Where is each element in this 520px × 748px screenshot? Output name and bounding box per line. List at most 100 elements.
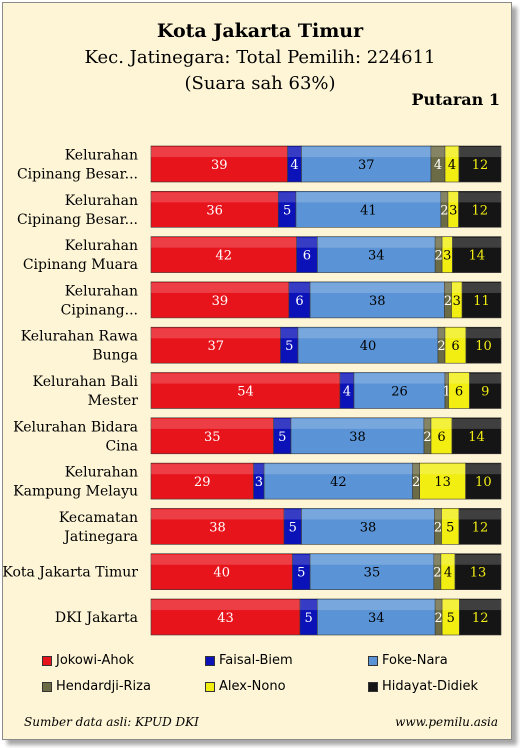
bar-highlight: [151, 147, 288, 158]
round-label: Putaran 1: [411, 90, 500, 109]
bar-segment: [150, 598, 301, 636]
category-label: Kelurahan Rawa: [21, 329, 138, 345]
data-label: 26: [391, 385, 408, 400]
bar-highlight: [459, 147, 501, 158]
data-label: 12: [472, 158, 489, 173]
data-label: 3: [449, 203, 457, 218]
category-label: Kelurahan: [65, 148, 138, 164]
data-label: 6: [455, 385, 463, 400]
data-label: 13: [470, 566, 487, 581]
bar-highlight: [151, 509, 284, 520]
data-label: 14: [468, 249, 485, 264]
bar-highlight: [462, 282, 501, 293]
data-label: 42: [330, 475, 347, 490]
data-label: 4: [444, 566, 452, 581]
bar-highlight: [431, 147, 445, 158]
data-label: 5: [297, 566, 305, 581]
category-label: Kelurahan: [65, 283, 138, 299]
data-label: 39: [211, 158, 228, 173]
bar-highlight: [419, 464, 466, 475]
bar-highlight: [433, 554, 441, 565]
data-label: 12: [472, 203, 489, 218]
bar-highlight: [440, 554, 456, 565]
data-label: 34: [368, 249, 385, 264]
bar-highlight: [340, 373, 354, 384]
data-label: 13: [434, 475, 451, 490]
legend-swatch: [368, 655, 378, 666]
data-label: 9: [481, 385, 489, 400]
category-label: Cina: [105, 438, 138, 454]
data-label: 5: [447, 611, 455, 626]
category-label: Kelurahan: [65, 193, 138, 209]
data-label: 5: [289, 520, 297, 535]
data-label: 41: [360, 203, 377, 218]
bar-highlight: [458, 192, 501, 203]
bar-segment: [461, 281, 502, 319]
bar-highlight: [442, 600, 460, 611]
bar-highlight: [441, 509, 459, 520]
data-label: 4: [343, 385, 351, 400]
bar-highlight: [445, 373, 449, 384]
bar-segment: [458, 191, 502, 228]
data-label: 6: [303, 249, 311, 264]
bar-segment: [150, 372, 341, 409]
bar-highlight: [431, 418, 452, 429]
data-label: 12: [472, 611, 489, 626]
bar-segment: [295, 191, 442, 228]
data-label: 2: [434, 520, 442, 535]
data-label: 38: [209, 520, 226, 535]
data-label: 6: [295, 294, 303, 309]
data-label: 4: [448, 158, 456, 173]
bar-segment: [263, 462, 413, 500]
bar-highlight: [298, 328, 438, 339]
bar-highlight: [448, 373, 470, 384]
bar-highlight: [310, 282, 445, 293]
bar-highlight: [278, 192, 296, 203]
bar-segment: [458, 508, 502, 545]
bar-highlight: [292, 554, 311, 565]
data-label: 38: [349, 430, 366, 445]
data-label: 5: [283, 203, 291, 218]
legend-label: Faisal-Biem: [219, 653, 293, 668]
category-label: Kampung Melayu: [13, 484, 138, 500]
bar-highlight: [412, 464, 420, 475]
data-label: 1: [443, 385, 451, 400]
data-label: 4: [434, 158, 442, 173]
data-label: 14: [468, 430, 485, 445]
data-label: 10: [475, 339, 492, 354]
data-label: 2: [434, 611, 442, 626]
data-label: 38: [360, 520, 377, 535]
legend-item: Faisal-Biem: [205, 653, 293, 668]
bar-highlight: [151, 600, 301, 611]
legend-item: Jokowi-Ahok: [42, 653, 134, 668]
bar-segment: [309, 553, 435, 591]
bar-highlight: [151, 373, 340, 384]
bar-segment: [459, 598, 502, 636]
bar-segment: [451, 417, 502, 455]
data-label: 40: [360, 339, 377, 354]
legend-item: Hendardji-Riza: [42, 679, 151, 694]
bar-segment: [297, 326, 439, 364]
category-label: Cipinang Besar...: [17, 212, 138, 228]
bar-highlight: [317, 237, 436, 248]
bar-highlight: [451, 282, 463, 293]
legend-swatch: [42, 655, 52, 666]
legend-label: Hidayat-Didiek: [382, 679, 479, 694]
bar-highlight: [442, 237, 453, 248]
bar-highlight: [151, 328, 281, 339]
bar-highlight: [151, 192, 279, 203]
bar-highlight: [301, 147, 431, 158]
bar-highlight: [151, 418, 274, 429]
bar-highlight: [435, 237, 443, 248]
bar-segment: [465, 462, 502, 500]
bar-highlight: [444, 282, 452, 293]
bar-segment: [469, 372, 502, 409]
bar-segment: [150, 553, 293, 591]
data-label: 42: [215, 249, 232, 264]
bar-segment: [150, 417, 274, 455]
category-label: Kelurahan: [65, 465, 138, 481]
bar-highlight: [287, 147, 302, 158]
chart-subtitle-line2: (Suara sah 63%): [184, 73, 336, 94]
bar-segment: [317, 236, 436, 273]
data-label: 40: [213, 566, 230, 581]
